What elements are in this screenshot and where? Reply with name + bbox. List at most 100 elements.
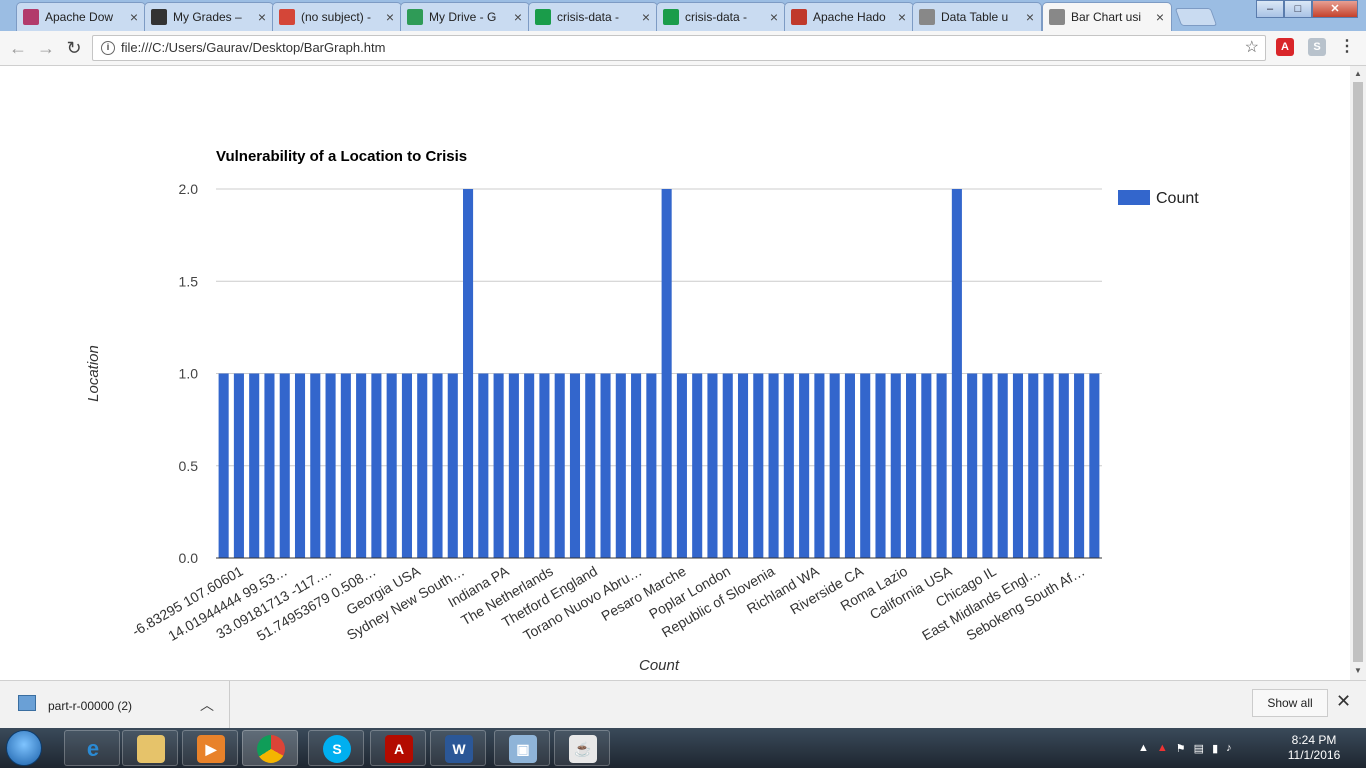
tab-close-icon[interactable]: ×	[129, 9, 139, 25]
bar	[829, 373, 840, 558]
taskbar-acrobat[interactable]: A	[370, 730, 426, 766]
taskbar-explorer[interactable]	[122, 730, 178, 766]
tab-close-icon[interactable]: ×	[257, 9, 267, 25]
y-tick-label: 1.5	[179, 273, 199, 289]
reload-icon[interactable]: ↻	[66, 38, 82, 58]
bar	[386, 373, 397, 558]
tab-close-icon[interactable]: ×	[641, 9, 651, 25]
tab-6[interactable]: Apache Hado ×	[784, 2, 914, 31]
bar	[539, 373, 550, 558]
tab-5[interactable]: crisis-data - ×	[656, 2, 786, 31]
bar	[463, 189, 474, 558]
tab-label: Apache Dow	[45, 10, 114, 24]
tab-label: Data Table u	[941, 10, 1009, 24]
tab-label: Apache Hado	[813, 10, 886, 24]
downloads-bar: part-r-00000 (2) ︿ Show all ✕	[0, 680, 1366, 729]
tab-close-icon[interactable]: ×	[1155, 9, 1165, 25]
chevron-up-icon[interactable]: ︿	[200, 697, 214, 713]
tab-4[interactable]: crisis-data - ×	[528, 2, 658, 31]
volume-icon[interactable]: ♪	[1226, 742, 1232, 754]
media-player-icon: ▶	[197, 735, 225, 763]
y-tick-label: 0.0	[179, 550, 199, 566]
tab-0[interactable]: Apache Dow ×	[16, 2, 146, 31]
vertical-scrollbar[interactable]: ▲ ▼	[1350, 66, 1366, 680]
bar	[585, 373, 596, 558]
bar	[860, 373, 871, 558]
flag-icon[interactable]: ⚑	[1175, 742, 1186, 755]
close-downloads-icon[interactable]: ✕	[1336, 691, 1352, 711]
drive-icon	[407, 9, 423, 25]
info-icon[interactable]: i	[101, 41, 115, 55]
bar	[783, 373, 794, 558]
tab-close-icon[interactable]: ×	[513, 9, 523, 25]
tab-close-icon[interactable]: ×	[769, 9, 779, 25]
tab-close-icon[interactable]: ×	[1025, 9, 1035, 25]
acrobat-extension-icon[interactable]: A	[1276, 38, 1294, 56]
download-item[interactable]: part-r-00000 (2) ︿	[0, 681, 230, 729]
bar	[844, 373, 855, 558]
show-all-button[interactable]: Show all	[1252, 689, 1328, 717]
bar	[524, 373, 535, 558]
acrobat-tray-icon[interactable]: ▲	[1156, 742, 1168, 754]
tab-close-icon[interactable]: ×	[897, 9, 907, 25]
taskbar-word[interactable]: W	[430, 730, 486, 766]
bar	[447, 373, 458, 558]
close-window-icon[interactable]: ✕	[1312, 0, 1358, 18]
y-tick-label: 0.5	[179, 458, 199, 474]
scrollbar-thumb[interactable]	[1353, 82, 1363, 662]
clock-date: 11/1/2016	[1287, 748, 1341, 762]
bar	[722, 373, 733, 558]
ie-icon: e	[86, 736, 100, 761]
taskbar-java[interactable]: ☕	[554, 730, 610, 766]
menu-icon[interactable]: ⋮	[1339, 38, 1355, 55]
bar	[569, 373, 581, 558]
folder-icon	[137, 735, 165, 763]
taskbar-ie[interactable]: e	[64, 730, 120, 766]
scroll-down-icon[interactable]: ▼	[1354, 666, 1362, 675]
bar	[417, 373, 428, 558]
tab-2[interactable]: (no subject) - ×	[272, 2, 402, 31]
device-icon[interactable]: ▤	[1193, 742, 1205, 755]
download-filename: part-r-00000 (2)	[48, 699, 133, 713]
bar	[646, 373, 657, 558]
y-axis-title: Location	[85, 345, 102, 402]
taskbar-chrome[interactable]	[242, 730, 298, 766]
bar	[310, 373, 321, 558]
tab-8[interactable]: Bar Chart usi ×	[1042, 2, 1172, 31]
taskbar-media[interactable]: ▶	[182, 730, 238, 766]
bar	[325, 373, 336, 558]
forward-icon[interactable]: →	[37, 38, 55, 58]
bar	[997, 373, 1008, 558]
feather-icon	[23, 9, 39, 25]
address-bar[interactable]: i file:///C:/Users/Gaurav/Desktop/BarGra…	[92, 35, 1266, 61]
bar	[982, 373, 993, 558]
bar	[356, 373, 367, 558]
network-icon[interactable]: ▮	[1212, 742, 1219, 755]
page-icon	[919, 9, 935, 25]
bar	[554, 373, 565, 558]
skype-extension-icon[interactable]: S	[1308, 38, 1326, 56]
minimize-icon[interactable]: –	[1256, 0, 1284, 18]
back-icon[interactable]: ←	[9, 38, 27, 58]
taskbar-skype[interactable]: S	[308, 730, 364, 766]
tab-close-icon[interactable]: ×	[385, 9, 395, 25]
show-hidden-icons-icon[interactable]: ▲	[1138, 742, 1149, 754]
y-tick-label: 2.0	[179, 181, 199, 197]
x-axis-title: Count	[639, 657, 680, 674]
legend-swatch	[1118, 190, 1150, 205]
new-tab-button[interactable]	[1174, 8, 1218, 26]
scroll-up-icon[interactable]: ▲	[1354, 69, 1362, 78]
tab-7[interactable]: Data Table u ×	[912, 2, 1042, 31]
bar	[890, 373, 901, 558]
bar	[814, 373, 825, 558]
start-button[interactable]	[6, 730, 42, 766]
maximize-icon[interactable]: □	[1284, 0, 1312, 18]
tab-3[interactable]: My Drive - G ×	[400, 2, 530, 31]
taskbar-virtualbox[interactable]: ▣	[494, 730, 550, 766]
bar	[631, 373, 642, 558]
bar	[951, 189, 962, 558]
clock[interactable]: 8:24 PM 11/1/2016	[1282, 733, 1346, 763]
bookmark-star-icon[interactable]: ☆	[1244, 39, 1259, 56]
tab-1[interactable]: My Grades – ×	[144, 2, 274, 31]
tab-label: Bar Chart usi	[1071, 10, 1142, 24]
